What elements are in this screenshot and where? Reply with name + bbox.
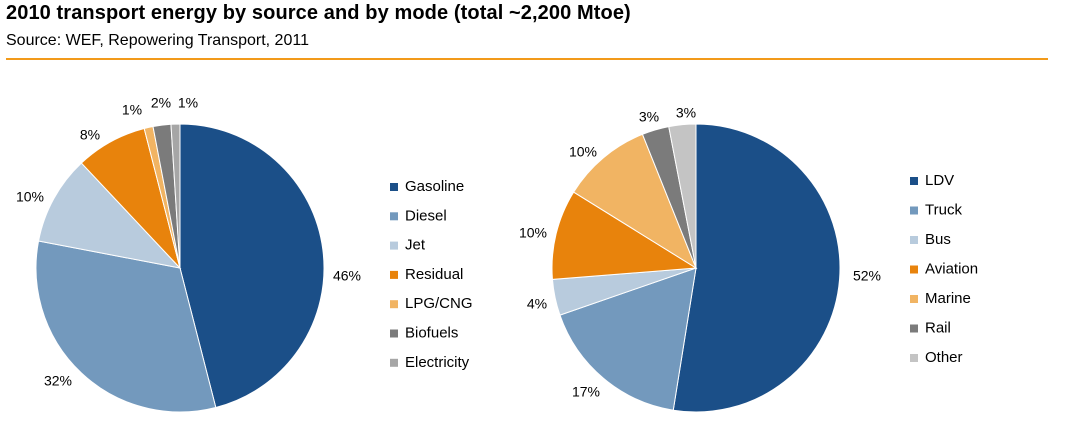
data-label-diesel: 32%	[44, 373, 72, 389]
slice-marine	[572, 133, 698, 270]
legend-swatch-diesel	[390, 212, 398, 221]
legend-item-lpg-cng: LPG/CNG	[405, 295, 473, 312]
legend-item-rail: Rail	[925, 319, 951, 336]
legend-swatch-electricity	[390, 358, 398, 367]
data-label-aviation: 10%	[519, 225, 547, 241]
legend-swatch-lpg-cng	[390, 300, 398, 309]
legend-item-marine: Marine	[925, 290, 971, 307]
legend-item-ldv: LDV	[925, 172, 954, 189]
data-label-residual: 8%	[80, 127, 100, 143]
data-label-other: 3%	[676, 105, 696, 121]
data-label-electricity: 1%	[178, 95, 198, 111]
legend-swatch-jet	[390, 241, 398, 250]
slice-electricity	[170, 123, 181, 269]
legend-swatch-ldv	[910, 177, 918, 185]
data-label-ldv: 52%	[853, 268, 881, 284]
slice-aviation	[551, 191, 698, 280]
legend-swatch-aviation	[910, 265, 918, 274]
legend-item-gasoline: Gasoline	[405, 178, 464, 195]
slice-gasoline	[179, 123, 325, 409]
legend-item-diesel: Diesel	[405, 207, 447, 224]
legend-item-jet: Jet	[405, 237, 426, 254]
legend-item-aviation: Aviation	[925, 260, 978, 277]
data-label-bus: 4%	[527, 296, 547, 312]
chart-title: 2010 transport energy by source and by m…	[6, 2, 631, 24]
legend-swatch-rail	[910, 324, 918, 333]
legend-item-bus: Bus	[925, 231, 951, 248]
legend-swatch-gasoline	[390, 183, 398, 191]
legend-swatch-residual	[390, 270, 398, 279]
legend-swatch-bus	[910, 236, 918, 244]
data-label-biofuels: 2%	[151, 95, 171, 111]
pie-by-mode: 52% 17% 4% 10% 10% 3% 3%	[519, 105, 881, 413]
legend-item-biofuels: Biofuels	[405, 324, 458, 341]
data-label-lpg-cng: 1%	[122, 102, 142, 118]
slice-diesel	[35, 240, 217, 413]
legend-item-truck: Truck	[925, 201, 962, 218]
legend-swatch-biofuels	[390, 329, 398, 338]
legend-swatch-truck	[910, 206, 918, 215]
legend-item-residual: Residual	[405, 266, 463, 283]
slice-ldv	[672, 123, 841, 413]
legend-swatch-marine	[910, 295, 918, 303]
header-divider	[6, 58, 1048, 60]
legend-item-other: Other	[925, 349, 963, 366]
chart-source: Source: WEF, Repowering Transport, 2011	[6, 32, 309, 49]
data-label-gasoline: 46%	[333, 268, 361, 284]
legend-by-source: Gasoline Diesel Jet Residual LPG/CNG Biofuels…	[390, 178, 473, 371]
slice-jet	[37, 162, 182, 269]
data-label-jet: 10%	[16, 189, 44, 205]
legend-by-mode: LDV Truck Bus Aviation Marine Rail Other	[910, 172, 978, 366]
data-label-rail: 3%	[639, 109, 659, 125]
pie-by-source: 46% 32% 10% 8% 1% 2% 1%	[16, 95, 361, 413]
data-label-marine: 10%	[569, 144, 597, 160]
slice-other	[668, 123, 697, 269]
data-label-truck: 17%	[572, 384, 600, 400]
legend-item-electricity: Electricity	[405, 354, 470, 371]
legend-swatch-other	[910, 354, 918, 362]
